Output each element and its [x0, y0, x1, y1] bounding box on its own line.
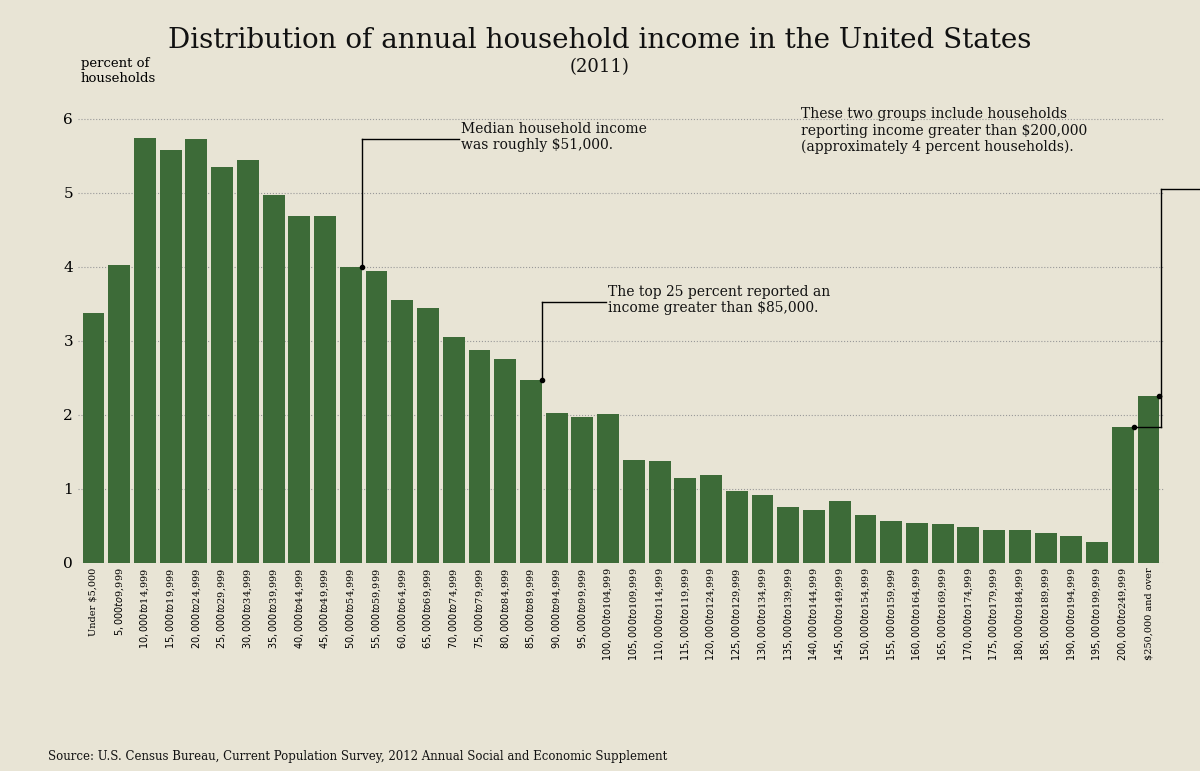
Bar: [314, 216, 336, 563]
Bar: [649, 461, 671, 563]
Bar: [1086, 542, 1108, 563]
Bar: [700, 476, 722, 563]
Bar: [186, 139, 208, 563]
Bar: [494, 359, 516, 563]
Bar: [391, 300, 413, 563]
Bar: [983, 530, 1006, 563]
Bar: [931, 524, 954, 563]
Bar: [803, 510, 824, 563]
Bar: [1138, 396, 1159, 563]
Bar: [108, 265, 130, 563]
Bar: [443, 337, 464, 563]
Bar: [1061, 536, 1082, 563]
Bar: [598, 414, 619, 563]
Bar: [83, 313, 104, 563]
Bar: [726, 491, 748, 563]
Bar: [160, 150, 181, 563]
Bar: [906, 523, 928, 563]
Bar: [288, 217, 311, 563]
Text: These two groups include households
reporting income greater than $200,000
(appr: These two groups include households repo…: [802, 107, 1087, 154]
Bar: [263, 195, 284, 563]
Bar: [340, 267, 361, 563]
Bar: [829, 500, 851, 563]
Bar: [366, 271, 388, 563]
Bar: [1112, 426, 1134, 563]
Bar: [211, 167, 233, 563]
Bar: [623, 460, 644, 563]
Bar: [418, 308, 439, 563]
Bar: [854, 516, 876, 563]
Text: Median household income
was roughly $51,000.: Median household income was roughly $51,…: [462, 123, 647, 153]
Bar: [546, 413, 568, 563]
Text: percent of
households: percent of households: [80, 57, 156, 86]
Text: The top 25 percent reported an
income greater than $85,000.: The top 25 percent reported an income gr…: [608, 285, 830, 315]
Bar: [674, 479, 696, 563]
Text: Source: U.S. Census Bureau, Current Population Survey, 2012 Annual Social and Ec: Source: U.S. Census Bureau, Current Popu…: [48, 750, 667, 763]
Text: (2011): (2011): [570, 58, 630, 76]
Text: Distribution of annual household income in the United States: Distribution of annual household income …: [168, 27, 1032, 54]
Bar: [751, 495, 774, 563]
Bar: [778, 507, 799, 563]
Bar: [571, 417, 593, 563]
Bar: [236, 160, 259, 563]
Bar: [1034, 534, 1056, 563]
Bar: [881, 521, 902, 563]
Bar: [468, 350, 491, 563]
Bar: [1009, 530, 1031, 563]
Bar: [958, 527, 979, 563]
Bar: [134, 138, 156, 563]
Bar: [520, 380, 542, 563]
